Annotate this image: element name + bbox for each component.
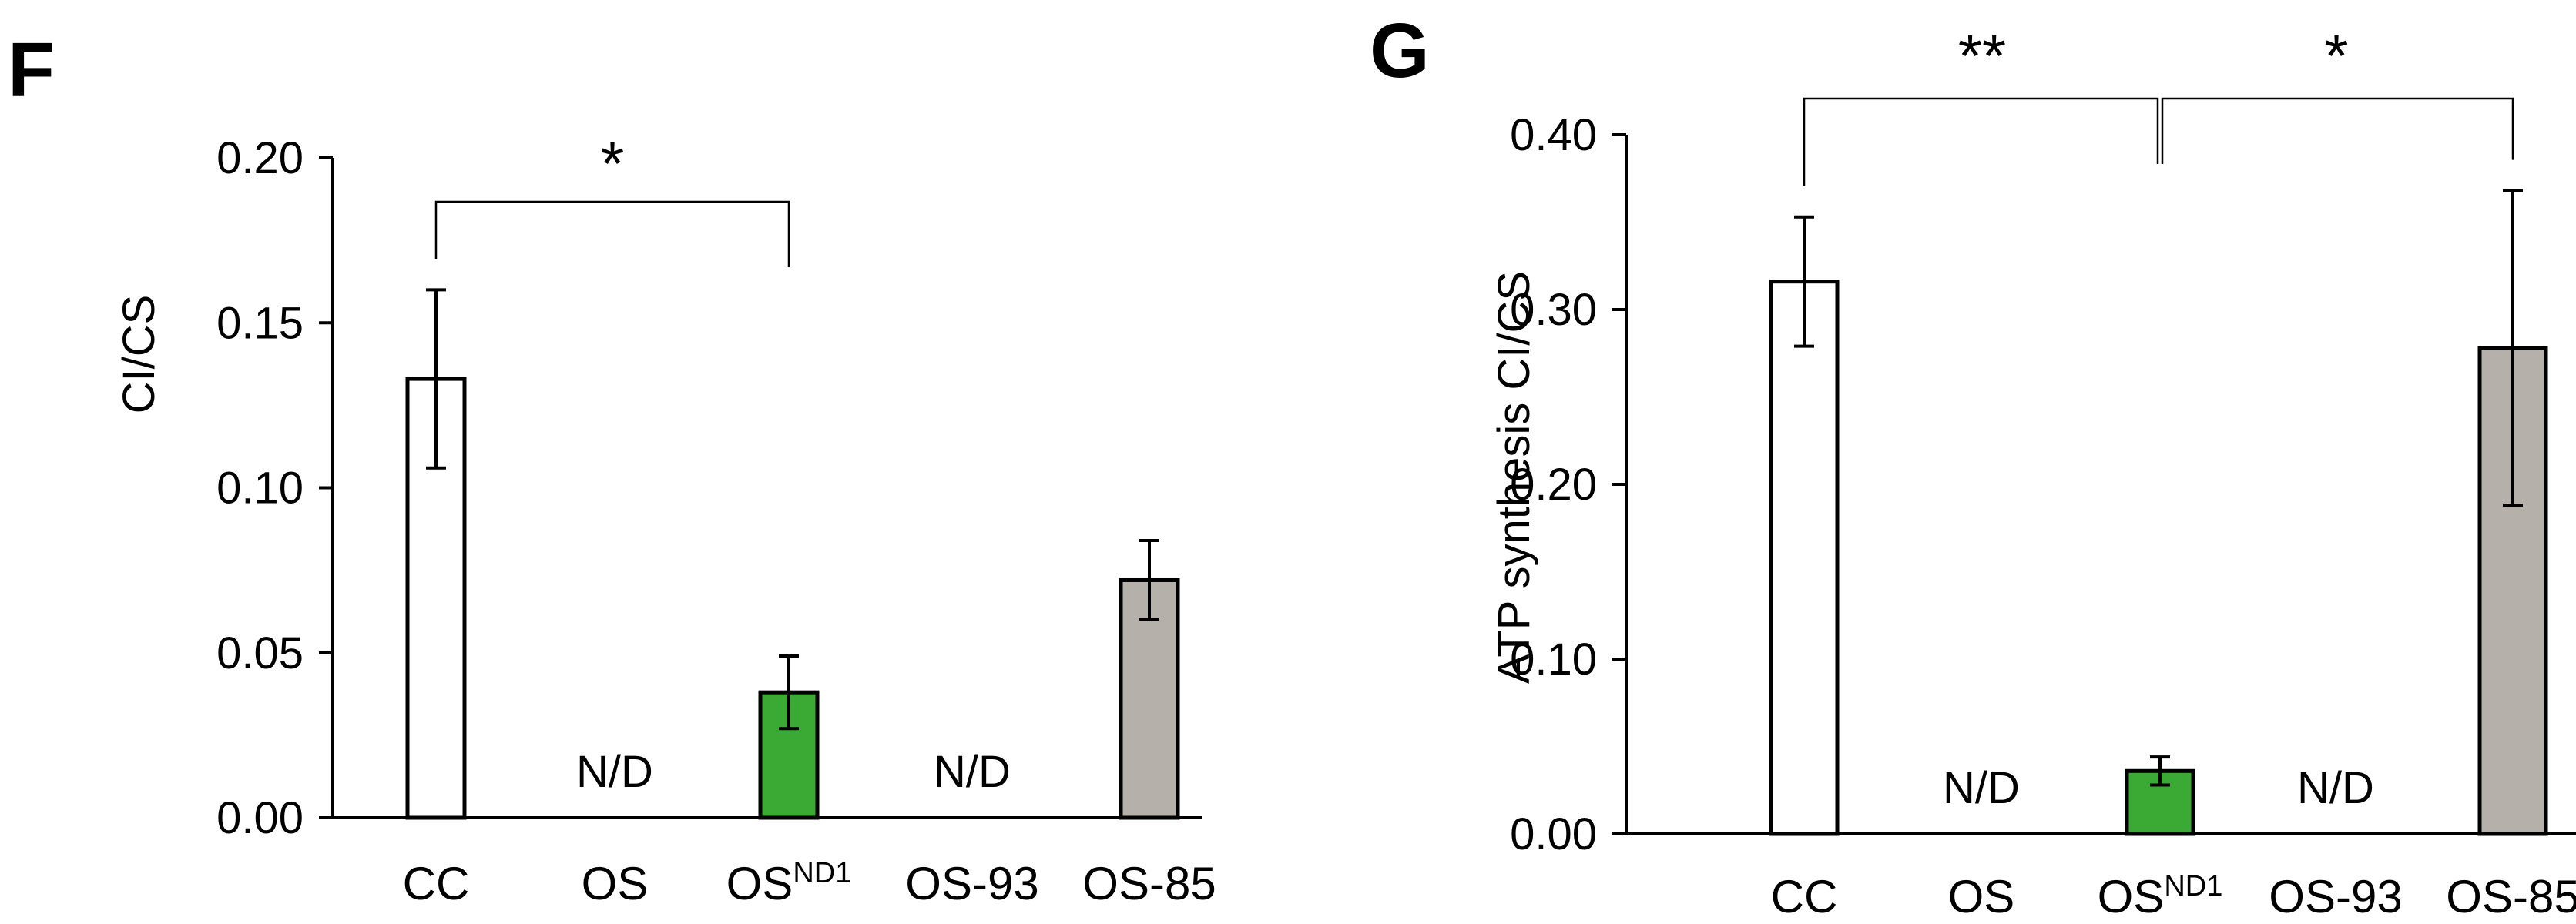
y-tick-label: 0.15	[216, 298, 304, 348]
category-label: CC	[1771, 871, 1838, 922]
panel-label-g: G	[1370, 8, 1430, 94]
category-label: OSND1	[2098, 870, 2223, 922]
not-detected-label: N/D	[2297, 763, 2374, 813]
y-tick-label: 0.10	[216, 464, 304, 514]
not-detected-label: N/D	[1943, 763, 2020, 813]
axes-g: 0.00 0.10 0.20 0.30 0.40	[1510, 110, 2576, 859]
bar	[1769, 280, 1840, 836]
y-tick-label: 0.05	[216, 628, 304, 678]
significance-bracket	[434, 200, 790, 267]
significance-label: *	[2324, 22, 2348, 90]
not-detected-label: N/D	[576, 747, 653, 797]
y-tick-label: 0.00	[1510, 809, 1597, 859]
category-label: OS	[582, 858, 649, 909]
category-label: OS	[1948, 871, 2015, 922]
category-label: CC	[403, 858, 470, 909]
panel-g: G ATP synthesis CI/CS 0.000.100.200.300.…	[1370, 8, 2576, 922]
not-detected-label: N/D	[934, 747, 1011, 797]
y-tick-label: 0.20	[216, 133, 304, 183]
y-tick-label: 0.40	[1510, 110, 1597, 160]
bars-g: CC N/D OS OSND1 N/D OS-93 OS-85	[1769, 189, 2576, 922]
y-tick-label: 0.30	[1510, 285, 1597, 335]
significance-label: *	[600, 129, 624, 198]
panel-label-f: F	[8, 27, 55, 113]
significance-bracket	[2161, 97, 2514, 164]
significance-f: *	[434, 129, 790, 267]
significance-bracket	[1803, 97, 2159, 186]
y-tick-label: 0.10	[1510, 634, 1597, 685]
category-label: OS-85	[2446, 871, 2576, 922]
y-axis-label-g: ATP synthesis CI/CS	[1489, 271, 1539, 684]
y-tick-label: 0.00	[216, 793, 304, 843]
category-label: OS-93	[2269, 871, 2402, 922]
significance-g: ** *	[1803, 22, 2514, 186]
axes-f: 0.00 0.05 0.10 0.15 0.20	[216, 133, 1202, 843]
bars-f: CC N/D OS OSND1 N/D OS-93 OS-85	[403, 288, 1216, 909]
panel-f: F CI/CS 0.00 0.05 0.10 0.15 0.20 CC N/D OS OSND…	[8, 27, 1216, 909]
category-label: OS-85	[1082, 858, 1216, 909]
significance-label: **	[1958, 22, 2006, 90]
category-label: OSND1	[726, 857, 852, 909]
y-axis-label-f: CI/CS	[114, 295, 164, 414]
y-tick-label: 0.20	[1510, 460, 1597, 510]
category-label: OS-93	[905, 858, 1038, 909]
